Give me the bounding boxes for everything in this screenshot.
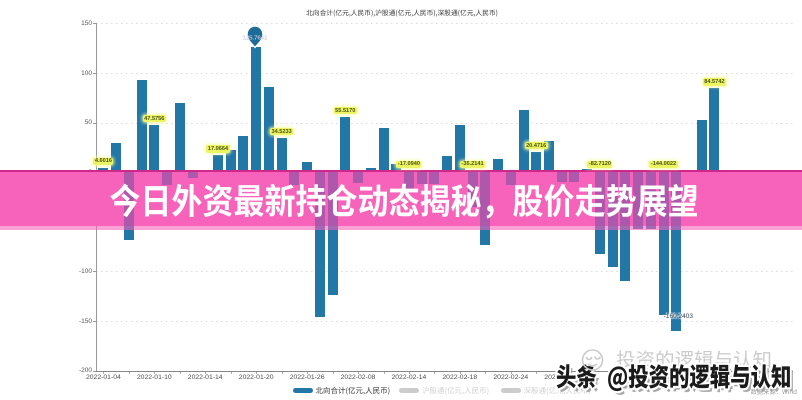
svg-text:125.7642: 125.7642: [243, 35, 268, 41]
